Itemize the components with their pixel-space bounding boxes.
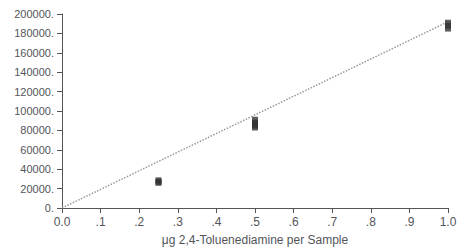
svg-text:.4: .4 [211, 215, 221, 229]
svg-text:.9: .9 [404, 215, 414, 229]
svg-text:120000.: 120000. [14, 86, 54, 98]
svg-text:200000.: 200000. [14, 8, 54, 20]
svg-text:160000.: 160000. [14, 47, 54, 59]
svg-text:20000.: 20000. [20, 183, 54, 195]
svg-text:.5: .5 [250, 215, 260, 229]
svg-text:.3: .3 [173, 215, 183, 229]
svg-text:100000.: 100000. [14, 105, 54, 117]
svg-text:0.0: 0.0 [54, 215, 71, 229]
svg-text:μg 2,4-Toluenediamine per Samp: μg 2,4-Toluenediamine per Sample [162, 233, 349, 247]
svg-text:80000.: 80000. [20, 124, 54, 136]
svg-text:180000.: 180000. [14, 27, 54, 39]
svg-text:1.0: 1.0 [440, 215, 457, 229]
svg-text:.7: .7 [327, 215, 337, 229]
svg-text:40000.: 40000. [20, 163, 54, 175]
svg-text:.1: .1 [96, 215, 106, 229]
svg-text:0.: 0. [45, 202, 54, 214]
svg-text:140000.: 140000. [14, 66, 54, 78]
svg-text:.8: .8 [366, 215, 376, 229]
svg-text:.2: .2 [134, 215, 144, 229]
svg-text:.6: .6 [289, 215, 299, 229]
svg-text:60000.: 60000. [20, 144, 54, 156]
